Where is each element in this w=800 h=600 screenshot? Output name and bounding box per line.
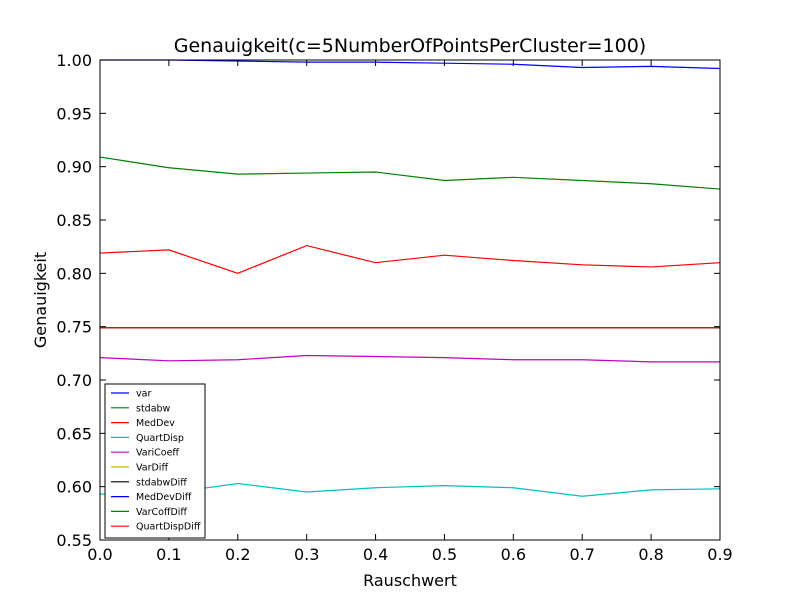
legend: var stdabw MedDev QuartDisp VariCoeff VarDiff… — [104, 383, 206, 539]
y-tick-label: 1.00 — [56, 51, 92, 70]
y-tick-label: 0.60 — [56, 478, 92, 497]
x-tick-label: 0.0 — [87, 545, 112, 564]
plot-frame — [99, 59, 721, 541]
y-tick-label: 0.90 — [56, 158, 92, 177]
series-line-meddev — [99, 244, 721, 274]
y-tick-label: 0.65 — [56, 424, 92, 443]
y-tick-label: 0.55 — [56, 531, 92, 550]
series-line-var — [100, 59, 721, 70]
x-tick-label: 0.9 — [707, 545, 732, 564]
legend-label-varicoeff: VariCoeff — [136, 448, 179, 459]
y-tick-label: 0.75 — [56, 318, 92, 337]
x-tick-label: 0.2 — [225, 545, 250, 564]
legend-label-quartdisp: QuartDisp — [136, 433, 184, 444]
x-tick-label: 0.7 — [569, 545, 594, 564]
legend-label-stdabw: stdabw — [136, 403, 171, 414]
x-tick-label: 0.8 — [638, 545, 663, 564]
y-axis-label: Genauigkeit — [31, 252, 50, 348]
legend-label-meddev: MedDev — [136, 418, 175, 429]
legend-label-stdabwdiff: stdabwDiff — [136, 477, 187, 488]
axis-ticks: 0.0 0.1 0.2 0.3 0.4 0.5 0.6 0.7 0.8 0.9 0.55 0.60 0.… — [56, 51, 732, 564]
legend-label-vardiff: VarDiff — [136, 463, 168, 474]
series-line-varicoeff — [99, 354, 720, 363]
x-axis-label: Rauschwert — [363, 571, 457, 590]
y-tick-label: 0.70 — [56, 371, 92, 390]
x-tick-label: 0.4 — [363, 545, 388, 564]
x-tick-label: 0.6 — [501, 545, 526, 564]
legend-label-varcoffdiff: VarCoffDiff — [136, 507, 187, 518]
y-tick-label: 0.85 — [56, 211, 92, 230]
legend-label-var: var — [136, 389, 151, 400]
series-line-stdabw — [99, 156, 721, 190]
y-tick-label: 0.95 — [56, 104, 92, 123]
plot-area: 0.0 0.1 0.2 0.3 0.4 0.5 0.6 0.7 0.8 0.9 0.55 0.60 0.… — [56, 51, 732, 564]
series-layer — [99, 59, 721, 497]
chart-title: Genauigkeit(c=5NumberOfPointsPerCluster=… — [174, 35, 646, 57]
legend-label-meddevdiff: MedDevDiff — [136, 492, 192, 503]
legend-label-quartdispdiff: QuartDispDiff — [136, 522, 201, 533]
x-tick-label: 0.5 — [432, 545, 457, 564]
x-tick-label: 0.3 — [294, 545, 319, 564]
x-tick-label: 0.1 — [156, 545, 181, 564]
legend-box — [104, 383, 206, 539]
y-tick-label: 0.80 — [56, 264, 92, 283]
